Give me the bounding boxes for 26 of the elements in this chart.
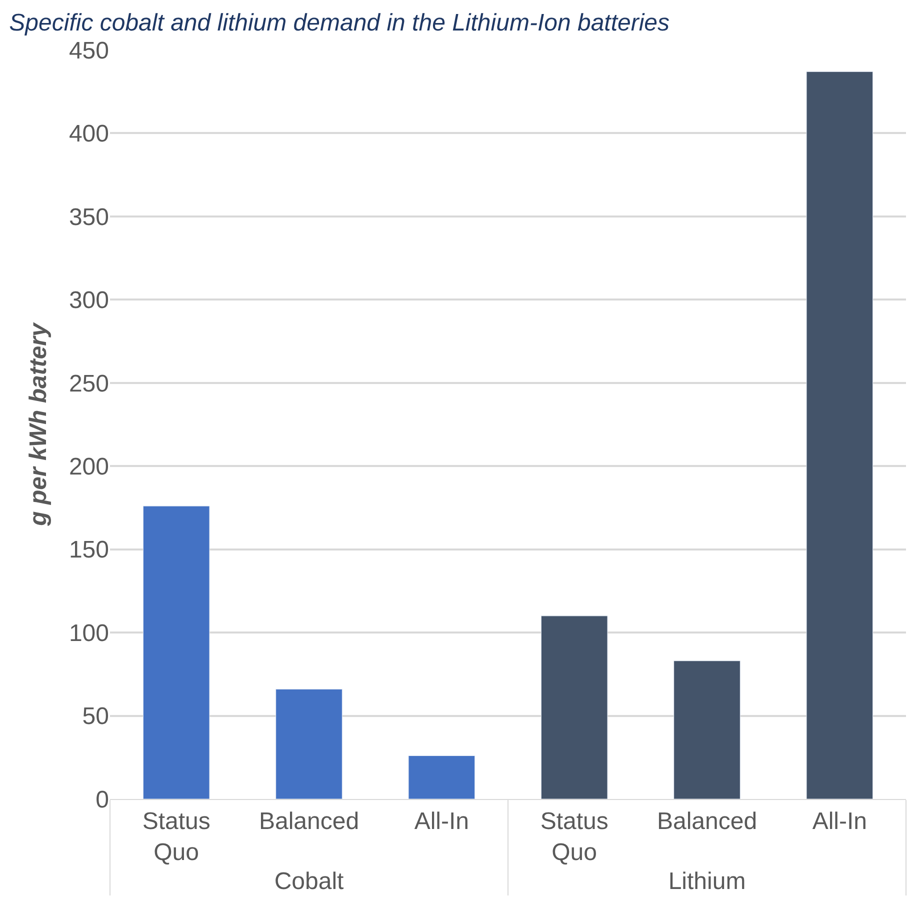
y-tick-label: 450	[68, 37, 109, 64]
y-tick-label: 400	[68, 120, 109, 148]
y-tick-label: 350	[68, 204, 109, 231]
bar	[806, 71, 874, 799]
y-tick-label: 100	[68, 620, 109, 647]
y-tick-label: 150	[68, 536, 109, 564]
text: Cobalt	[274, 868, 344, 895]
x-tick-label: Status Quo	[142, 808, 210, 866]
chart-title: Specific cobalt and lithium demand in the Lithium-Ion batteries	[9, 9, 670, 36]
y-tick-label: 250	[68, 370, 109, 398]
bar	[540, 616, 608, 799]
y-tick-label: 0	[96, 786, 109, 814]
y-axis-title: g per kWh battery	[25, 322, 52, 527]
bar	[276, 688, 342, 799]
bar	[674, 660, 740, 799]
y-tick-label: 300	[68, 287, 109, 314]
text: Lithium	[668, 868, 746, 895]
bar	[408, 755, 476, 799]
y-tick-label: 200	[68, 454, 109, 481]
x-tick-label: Balanced	[656, 808, 758, 835]
x-tick-label: Balanced	[258, 808, 360, 835]
x-tick-label: Status Quo	[540, 808, 608, 866]
x-tick-label: All-In	[414, 808, 470, 835]
y-tick-label: 50	[82, 703, 109, 730]
bar	[142, 506, 210, 799]
x-tick-label: All-In	[812, 808, 868, 835]
